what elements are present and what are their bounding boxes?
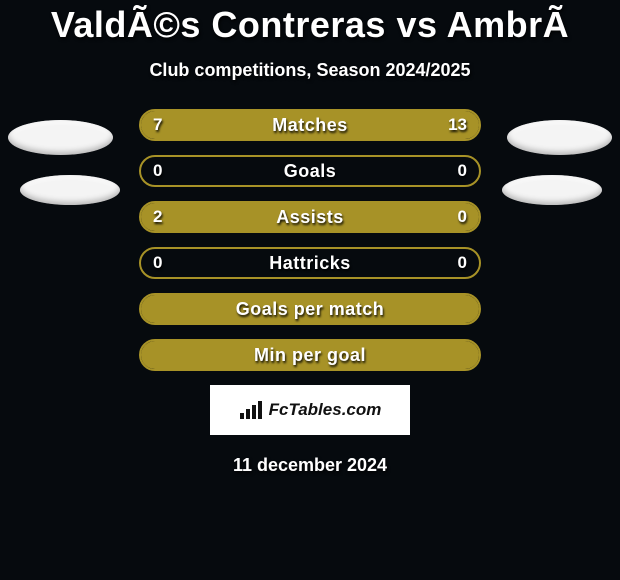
stat-label: Min per goal [141,341,479,369]
stat-row: 00Hattricks [139,247,481,279]
stat-label: Goals [141,157,479,185]
brand-text: FcTables.com [269,400,382,420]
bars-icon [239,399,263,421]
stat-row: 20Assists [139,201,481,233]
stat-label: Assists [141,203,479,231]
stat-label: Matches [141,111,479,139]
comparison-chart: 713Matches 00Goals 20Assists 00Hattricks Goa… [0,109,620,371]
page-title: ValdÃ©s Contreras vs AmbrÃ [0,0,620,46]
page-subtitle: Club competitions, Season 2024/2025 [0,60,620,81]
stat-row: 713Matches [139,109,481,141]
stat-label: Goals per match [141,295,479,323]
stat-row: Min per goal [139,339,481,371]
brand-box: FcTables.com [210,385,410,435]
stat-row: Goals per match [139,293,481,325]
stat-row: 00Goals [139,155,481,187]
chart-date: 11 december 2024 [0,455,620,476]
stat-label: Hattricks [141,249,479,277]
